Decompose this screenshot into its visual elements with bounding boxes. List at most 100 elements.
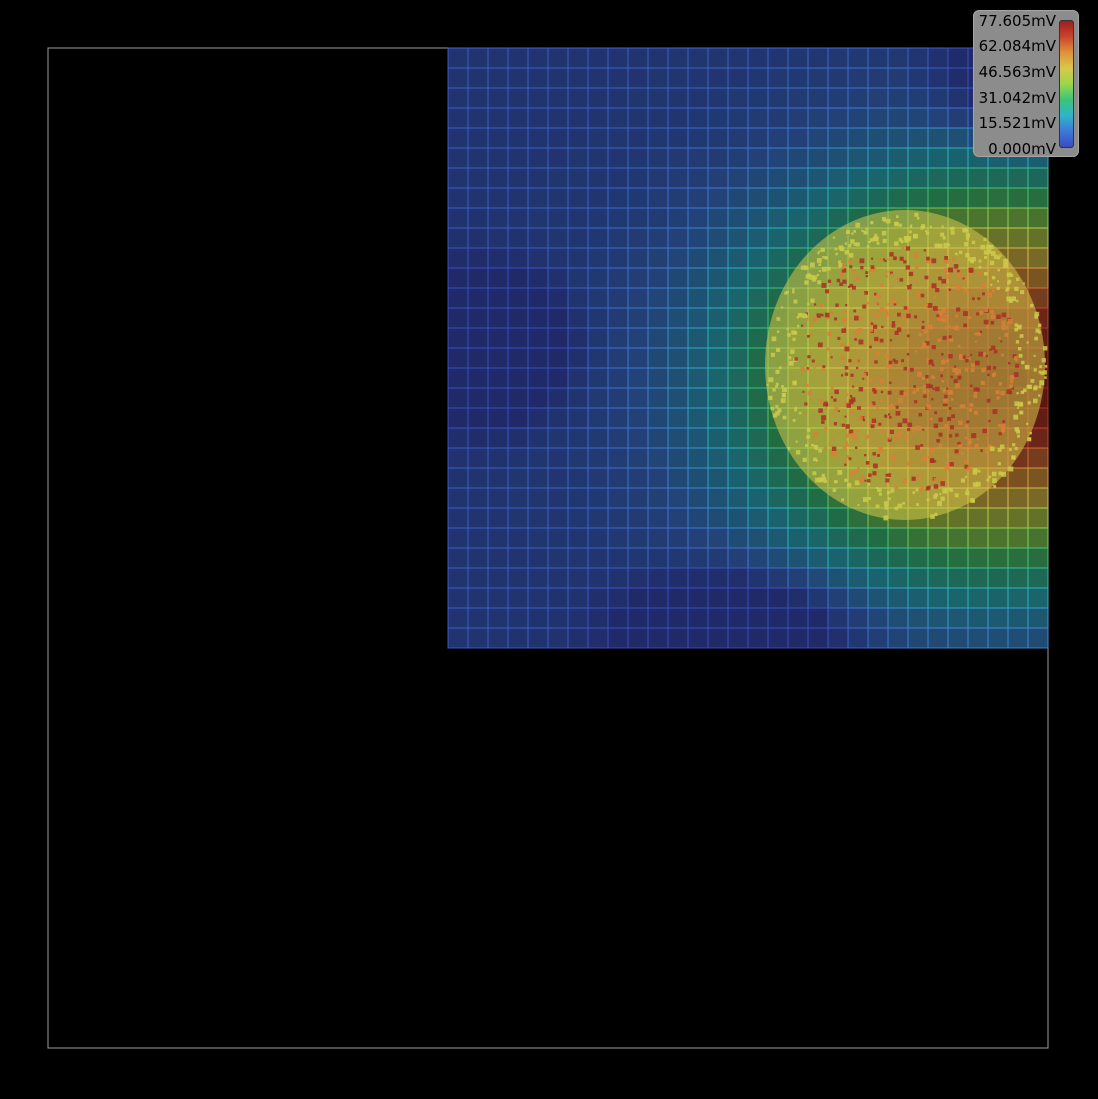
hotspot-speckle [1014,427,1020,432]
heatmap-cell [787,47,809,69]
hotspot-speckle [1001,471,1007,477]
hotspot-speckle [955,314,959,318]
heatmap-cell [667,107,689,129]
heatmap-cell [667,407,689,429]
heatmap-cell [587,547,609,569]
heatmap-cell [527,247,549,269]
hotspot-speckle [869,402,873,407]
hotspot-speckle [953,264,959,269]
heatmap-cell [847,67,869,89]
hotspot-speckle [992,366,997,370]
hotspot-speckle [879,338,884,343]
hotspot-speckle [931,283,937,289]
heatmap-cell [627,547,649,569]
hotspot-speckle [981,368,986,373]
heatmap-cell [967,167,989,189]
heatmap-cell [667,487,689,509]
heatmap-cell [547,487,569,509]
heatmap-cell [507,87,529,109]
heatmap-cell [547,447,569,469]
hotspot-speckle [830,311,834,315]
hotspot-speckle [876,293,881,299]
heatmap-cell [707,267,729,289]
heatmap-cell [527,67,549,89]
hotspot-speckle [941,359,946,365]
heatmap-cell [947,107,969,129]
hotspot-speckle [923,304,926,307]
heatmap-cell [647,47,669,69]
heatmap-cell [507,307,529,329]
hotspot-speckle [943,259,949,264]
heatmap-cell [487,127,509,149]
hotspot-speckle [837,410,840,412]
heatmap-cell [487,67,509,89]
heatmap-cell [687,567,709,589]
hotspot-speckle [958,285,962,289]
hotspot-speckle [971,499,975,503]
heatmap-cell [667,47,689,69]
hotspot-speckle [933,460,937,463]
hotspot-speckle [1040,371,1044,375]
hotspot-speckle [887,473,892,477]
hotspot-speckle [953,282,957,286]
hotspot-speckle [896,327,902,332]
heatmap-cell [727,467,749,489]
hotspot-speckle [809,274,815,280]
hotspot-speckle [966,488,969,492]
hotspot-speckle [803,265,809,270]
hotspot-speckle [998,254,1002,258]
hotspot-speckle [1006,272,1012,278]
heatmap-cell [567,587,589,609]
hotspot-speckle [898,431,903,436]
hotspot-speckle [850,373,854,377]
heatmap-cell [587,387,609,409]
heatmap-cell [627,367,649,389]
hotspot-speckle [910,283,913,286]
heatmap-cell [547,387,569,409]
hotspot-speckle [842,279,847,284]
heatmap-cell [527,87,549,109]
hotspot-speckle [996,314,1001,319]
heatmap-cell [547,267,569,289]
hotspot-speckle [812,471,817,476]
heatmap-cell [827,127,849,149]
hotspot-speckle [847,285,850,288]
hotspot-speckle [962,355,966,359]
hotspot-speckle [817,252,820,255]
heatmap-cell [607,567,629,589]
hotspot-speckle [946,283,949,286]
hotspot-speckle [781,385,784,388]
hotspot-speckle [775,405,779,409]
hotspot-speckle [873,390,877,394]
hotspot-speckle [1015,363,1020,368]
heatmap-cell [607,147,629,169]
hotspot-speckle [845,304,848,307]
heatmap-cell [547,507,569,529]
heatmap-cell [627,587,649,609]
hotspot-speckle [968,267,974,273]
hotspot-speckle [957,375,962,380]
hotspot-speckle [810,333,813,337]
hotspot-speckle [855,255,858,258]
hotspot-speckle [865,461,870,465]
hotspot-speckle [1000,424,1006,429]
hotspot-speckle [930,514,935,519]
hotspot-speckle [1019,410,1024,415]
heatmap-cell [607,127,629,149]
hotspot-speckle [959,250,963,254]
heatmap-cell [507,167,529,189]
hotspot-speckle [841,498,845,502]
heatmap-cell [547,107,569,129]
hotspot-speckle [880,390,884,394]
heatmap-cell [767,467,789,489]
heatmap-cell [487,387,509,409]
hotspot-speckle [1016,324,1022,330]
hotspot-speckle [841,268,847,273]
hotspot-speckle [848,429,854,435]
hotspot-speckle [1011,296,1016,302]
hotspot-speckle [804,383,809,388]
hotspot-speckle [933,306,938,311]
hotspot-speckle [889,405,894,410]
heatmap-cell [807,167,829,189]
hotspot-speckle [818,408,823,413]
